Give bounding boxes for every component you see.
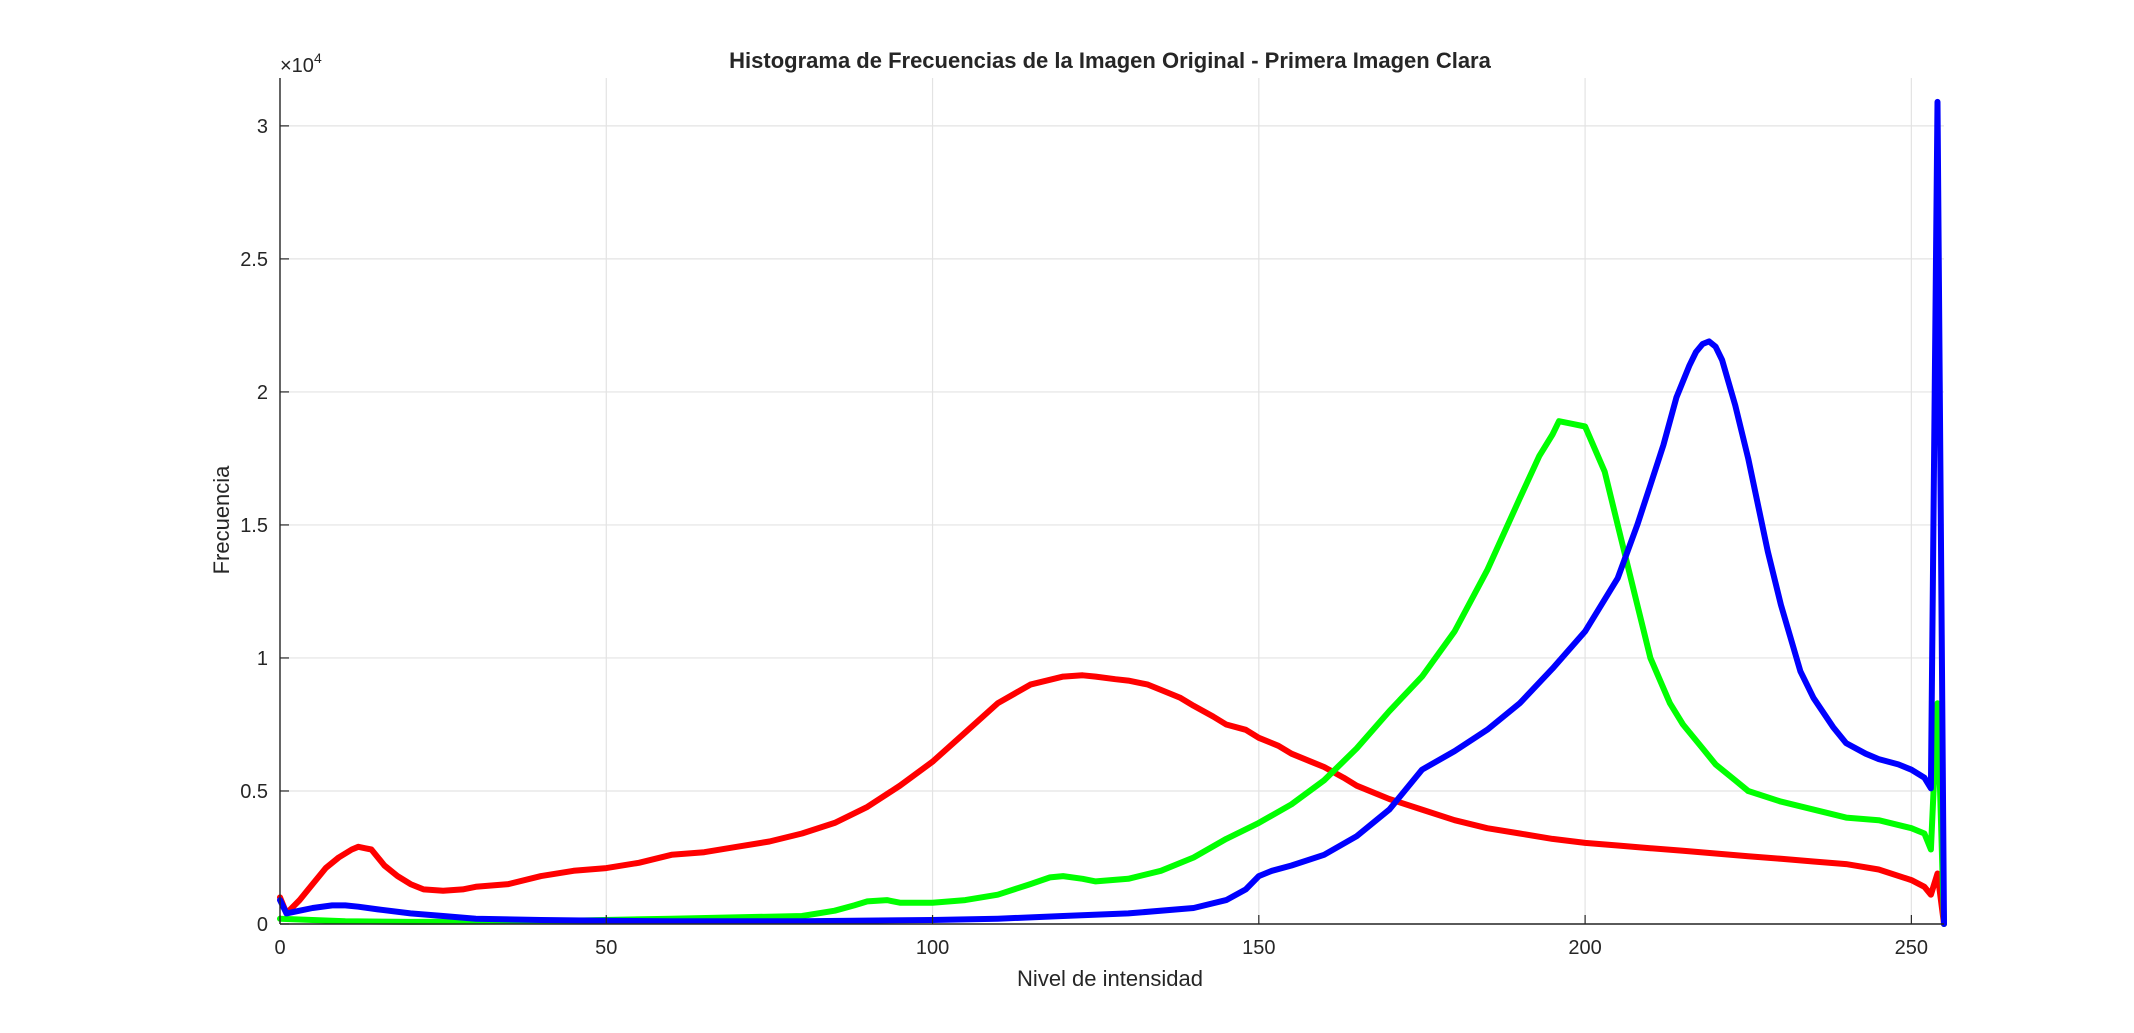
x-tick-label: 200 [1568,937,1601,959]
tick-labels: 0 50 100 150 200 250 0 0.5 1 1.5 2 2.5 3 [240,116,1928,959]
x-tick-label: 250 [1895,937,1928,959]
y-tick-label: 1 [257,648,268,670]
x-axis-label: Nivel de intensidad [1017,966,1203,991]
plot-area [280,78,1944,924]
y-axis-label: Frecuencia [209,465,234,575]
y-tick-label: 3 [257,116,268,138]
y-tick-label: 2.5 [240,249,268,271]
series-lines [277,98,1947,927]
x-tick-label: 0 [274,937,285,959]
green-channel-line [277,418,1947,927]
y-exponent-power: 4 [314,50,322,66]
y-exponent-base: ×10 [280,55,314,77]
x-tick-label: 100 [916,937,949,959]
x-tick-label: 50 [595,937,617,959]
y-exponent-multiplier: ×104 [280,50,322,77]
y-tick-label: 0 [257,914,268,936]
y-tick-label: 2 [257,382,268,404]
blue-channel-line [277,98,1947,927]
x-tick-label: 150 [1242,937,1275,959]
y-tick-label: 1.5 [240,515,268,537]
red-channel-line [277,672,1947,927]
axes [279,78,1944,925]
y-tick-label: 0.5 [240,781,268,803]
chart-title: Histograma de Frecuencias de la Imagen O… [729,48,1491,73]
